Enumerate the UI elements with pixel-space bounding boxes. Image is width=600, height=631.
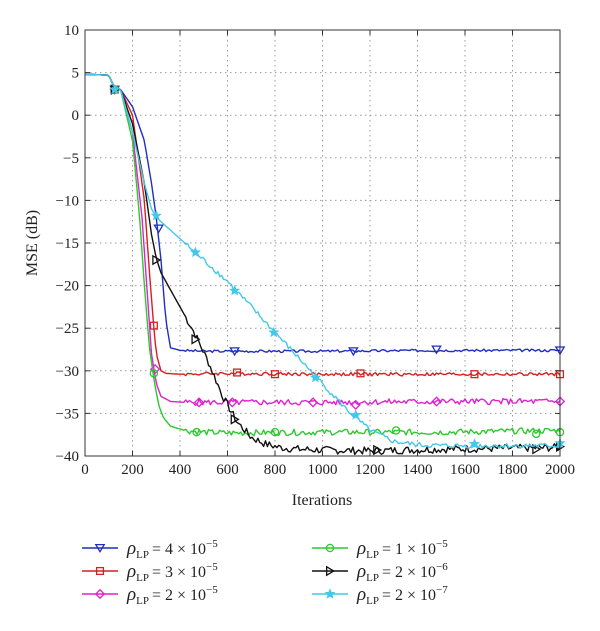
grid-lines — [85, 30, 560, 456]
x-tick-label: 2000 — [545, 462, 575, 478]
x-tick-labels: 0 200 400 600 800 1000 1200 1400 1600 1800 2000 — [81, 462, 575, 478]
legend-item-1: ρLP = 4 × 10−5 — [82, 538, 218, 561]
y-tick-label: −30 — [56, 364, 79, 380]
marker-triangle-down — [153, 224, 164, 234]
legend-item-5: ρLP = 2 × 10−6 — [312, 561, 448, 584]
marker-triangle-right — [373, 444, 383, 456]
marker-triangle-down — [94, 543, 106, 554]
marker-triangle-down — [431, 345, 442, 355]
x-tick-label: 800 — [264, 462, 287, 478]
marker-circle — [325, 543, 335, 553]
legend-label: ρLP = 3 × 10−5 — [126, 561, 218, 584]
y-tick-label: 0 — [72, 108, 80, 124]
series-line — [84, 73, 561, 406]
y-tick-label: −5 — [63, 151, 79, 167]
marker-triangle-right — [325, 565, 336, 577]
marker-diamond — [193, 397, 205, 408]
y-tick-label: −15 — [56, 236, 79, 252]
series-line — [84, 73, 561, 377]
marker-diamond — [227, 397, 238, 408]
marker-triangle-down — [348, 347, 359, 357]
marker-star — [229, 284, 241, 296]
y-tick-labels: 10 5 0 −5 −10 −15 −20 −25 −30 −35 −40 — [56, 23, 79, 465]
series-line — [84, 73, 561, 456]
legend-item-2: ρLP = 3 × 10−5 — [82, 561, 218, 584]
marker-star — [150, 209, 162, 221]
marker-diamond — [307, 397, 319, 408]
marker-star — [309, 371, 321, 383]
marker-triangle-right — [191, 333, 201, 345]
marker-triangle-down — [229, 347, 240, 357]
legend-label: ρLP = 2 × 10−7 — [356, 584, 448, 607]
y-axis-label: MSE (dB) — [24, 210, 41, 276]
y-tick-label: −40 — [56, 449, 79, 465]
y-tick-label: 5 — [72, 66, 80, 82]
marker-circle — [532, 429, 541, 439]
marker-circle — [149, 369, 159, 378]
legend-label: ρLP = 2 × 10−5 — [126, 584, 218, 607]
marker-circle — [270, 427, 280, 437]
y-tick-label: 10 — [64, 23, 79, 39]
marker-circle — [192, 427, 201, 437]
x-tick-label: 600 — [216, 462, 239, 478]
marker-star — [189, 246, 201, 258]
legend-label: ρLP = 2 × 10−6 — [356, 561, 448, 584]
x-tick-label: 1800 — [498, 462, 528, 478]
data-series — [84, 73, 566, 456]
series-line — [84, 73, 561, 437]
marker-square — [470, 370, 479, 379]
x-tick-label: 200 — [121, 462, 144, 478]
x-tick-label: 0 — [81, 462, 89, 478]
x-tick-label: 1200 — [355, 462, 385, 478]
series-4 — [84, 73, 565, 439]
x-axis-label: Iterations — [292, 492, 352, 509]
marker-triangle-right — [230, 414, 240, 425]
marker-square — [270, 370, 280, 379]
marker-square — [232, 368, 242, 377]
legend-label: ρLP = 4 × 10−5 — [126, 538, 218, 561]
marker-diamond — [350, 399, 361, 410]
legend-item-4: ρLP = 1 × 10−5 — [312, 538, 448, 561]
marker-star — [350, 409, 362, 420]
marker-square — [95, 566, 105, 576]
marker-square — [356, 369, 365, 378]
y-tick-label: −35 — [56, 406, 79, 422]
marker-star — [468, 438, 481, 449]
legend-label: ρLP = 1 × 10−5 — [356, 538, 448, 561]
y-tick-label: −20 — [56, 279, 79, 295]
marker-diamond — [431, 396, 442, 407]
legend-item-3: ρLP = 2 × 10−5 — [82, 584, 218, 607]
axis-ticks — [84, 29, 561, 457]
marker-diamond — [94, 588, 106, 600]
marker-star — [109, 83, 121, 95]
y-tick-label: −25 — [56, 321, 79, 337]
x-tick-label: 1600 — [450, 462, 480, 478]
series-line — [84, 73, 561, 354]
x-tick-label: 400 — [169, 462, 192, 478]
series-6 — [84, 73, 566, 449]
y-tick-label: −10 — [56, 193, 79, 209]
x-tick-label: 1400 — [403, 462, 433, 478]
marker-star — [324, 588, 336, 599]
legend-item-6: ρLP = 2 × 10−7 — [312, 584, 448, 607]
marker-square — [149, 321, 158, 330]
marker-circle — [391, 426, 401, 435]
marker-star — [268, 326, 280, 338]
series-line — [84, 73, 561, 449]
x-tick-label: 1000 — [308, 462, 338, 478]
marker-triangle-right — [152, 254, 162, 266]
